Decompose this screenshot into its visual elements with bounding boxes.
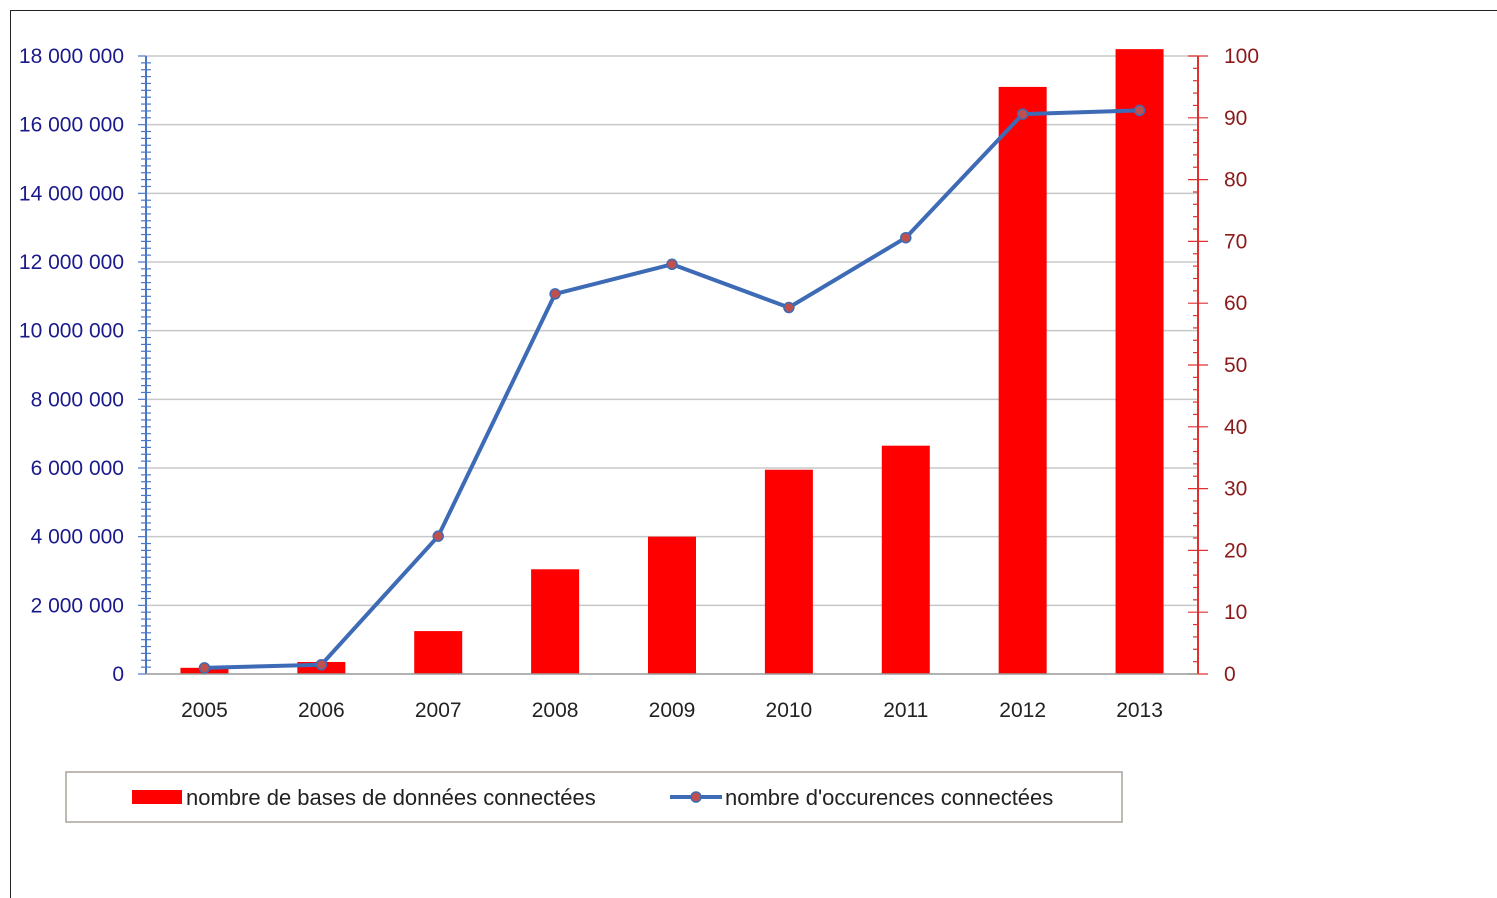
bar-2007: [414, 631, 463, 674]
x-tick-label: 2011: [883, 699, 928, 722]
y-right-tick-label: 30: [1224, 478, 1247, 501]
line-point-2005: [198, 662, 211, 674]
legend-swatch-marker: [690, 791, 702, 803]
bar-2010: [764, 469, 813, 674]
line-point-2007: [432, 530, 444, 542]
line-point-2012: [1016, 108, 1029, 120]
tick-labels: 0 2 000 000 4 000 000 6 000 000 8 000 000 10 …: [19, 45, 1259, 722]
legend-label-line: nombre d'occurences connectées: [725, 785, 1053, 810]
line-point-2008: [549, 288, 561, 300]
y-right-tick-label: 90: [1224, 107, 1247, 130]
bar-2011: [881, 445, 930, 674]
y-left-tick-label: 16 000 000: [19, 114, 124, 137]
y-left-tick-label: 14 000 000: [19, 182, 124, 205]
line-point-2009: [666, 258, 678, 271]
line-point-2011: [900, 231, 912, 244]
y-right-tick-label: 100: [1224, 45, 1259, 68]
x-tick-label: 2013: [1116, 699, 1163, 722]
x-tick-label: 2009: [649, 699, 696, 722]
x-tick-label: 2005: [181, 699, 228, 722]
bar-series: [180, 49, 1164, 674]
y-left-tick-label: 6 000 000: [31, 457, 124, 480]
bar-2008: [531, 569, 580, 674]
y-right-tick-label: 10: [1224, 601, 1247, 624]
x-tick-label: 2008: [532, 699, 579, 722]
y-left-tick-label: 8 000 000: [31, 388, 124, 411]
y-left-tick-label: 2 000 000: [31, 594, 124, 617]
bar-2012: [998, 86, 1047, 674]
y-right-tick-label: 80: [1224, 169, 1247, 192]
x-tick-label: 2012: [999, 699, 1046, 722]
y-right-tick-label: 0: [1224, 663, 1236, 686]
y-left-tick-label: 12 000 000: [19, 251, 124, 274]
x-tick-label: 2006: [298, 699, 345, 722]
bar-2013: [1115, 49, 1164, 674]
y-left-tick-label: 18 000 000: [19, 45, 124, 68]
line-series: [198, 104, 1146, 674]
legend: nombre de bases de données connectées nom…: [65, 771, 1123, 823]
line-point-2013: [1133, 104, 1146, 117]
y-left-tick-label: 0: [112, 663, 124, 686]
y-right-tick-label: 50: [1224, 354, 1247, 377]
x-tick-label: 2007: [415, 699, 462, 722]
legend-box: [65, 771, 1123, 823]
y-right-tick-label: 40: [1224, 416, 1247, 439]
legend-swatch-bar: [132, 790, 182, 804]
y-right-tick-label: 60: [1224, 292, 1247, 315]
legend-label-bar: nombre de bases de données connectées: [186, 785, 596, 810]
bar-2009: [648, 536, 696, 674]
y-right-tick-label: 70: [1224, 230, 1247, 253]
y-right-tick-label: 20: [1224, 539, 1247, 562]
y-left-tick-label: 10 000 000: [19, 320, 124, 343]
y-left-tick-label: 4 000 000: [31, 526, 124, 549]
axes: [138, 55, 1208, 675]
line-point-2010: [783, 301, 795, 314]
x-tick-label: 2010: [766, 699, 813, 722]
line-point-2006: [315, 658, 328, 671]
figure-frame: [10, 10, 1497, 898]
